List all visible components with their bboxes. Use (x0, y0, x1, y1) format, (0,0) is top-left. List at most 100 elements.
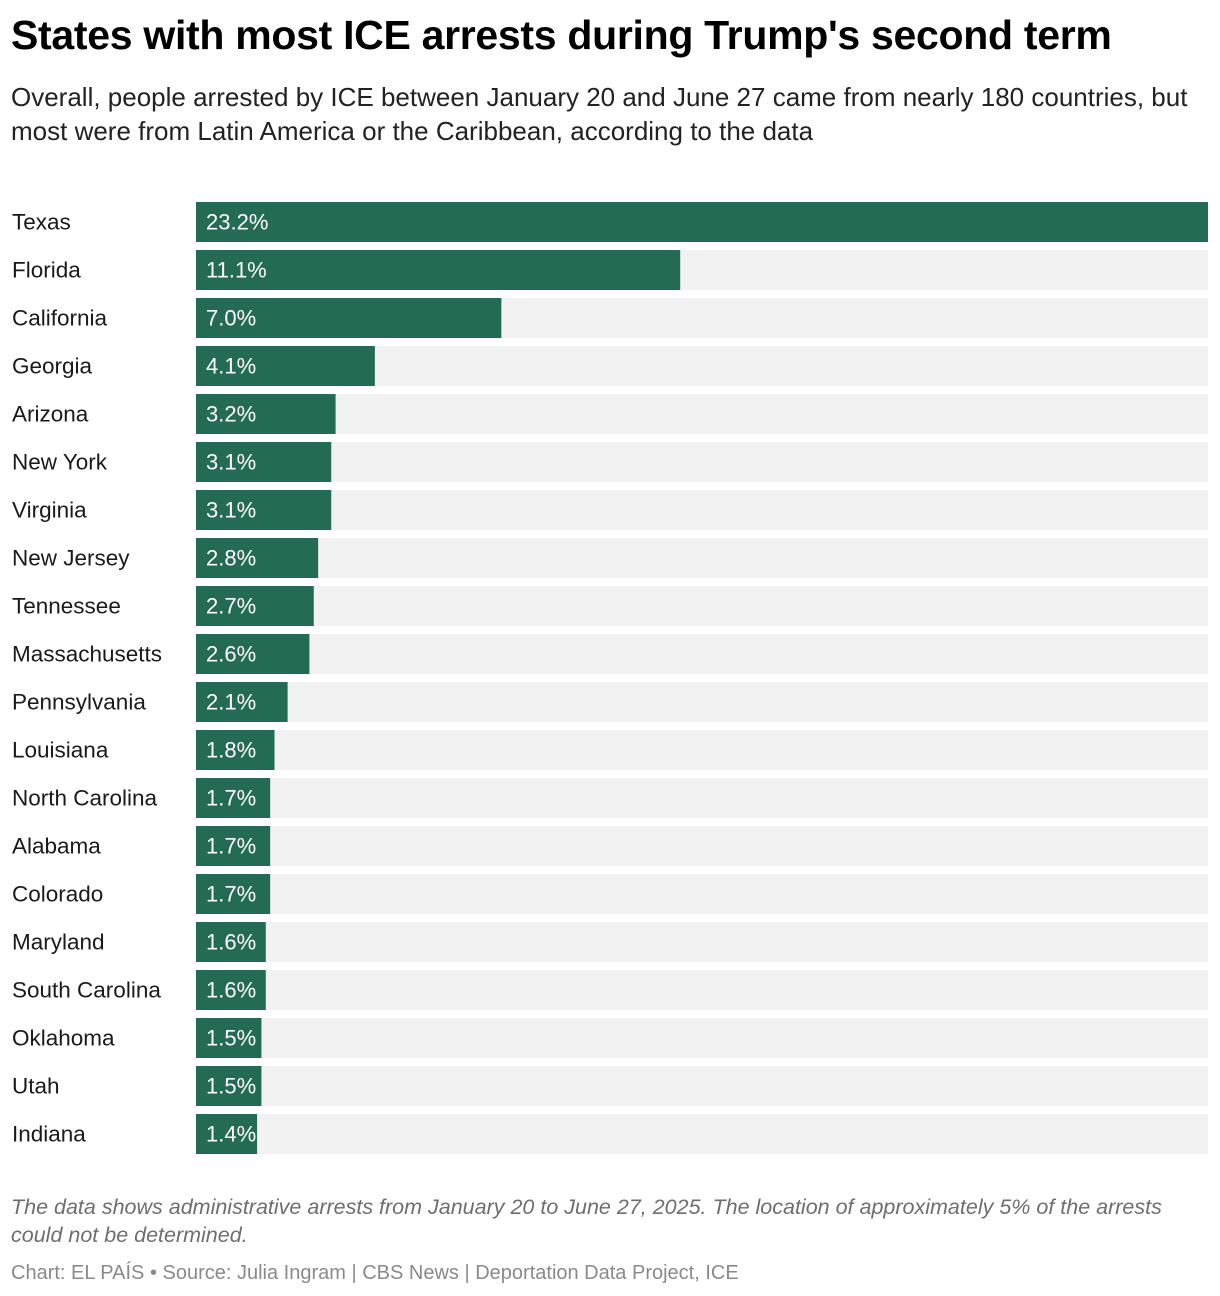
category-label: North Carolina (12, 786, 158, 811)
bar-row-pennsylvania: Pennsylvania 2.1% (12, 682, 1208, 722)
bar-track (196, 1018, 1208, 1058)
bar-track (196, 394, 1208, 434)
value-label: 1.7% (206, 834, 256, 859)
category-label: New Jersey (12, 546, 130, 571)
category-label: Tennessee (12, 594, 121, 619)
value-label: 4.1% (206, 354, 256, 379)
bar-row-virginia: Virginia 3.1% (12, 490, 1208, 530)
bar-row-texas: Texas 23.2% (12, 202, 1208, 242)
value-label: 1.6% (206, 978, 256, 1003)
value-label: 2.8% (206, 546, 256, 571)
value-label: 3.1% (206, 498, 256, 523)
category-label: Louisiana (12, 738, 109, 763)
value-label: 1.8% (206, 738, 256, 763)
bar-new-york (196, 442, 332, 482)
bar-colorado (196, 874, 271, 914)
chart-svg: Texas 23.2% Florida 11.1% California 7.0% Geor… (12, 202, 1208, 1154)
bar-texas (196, 202, 1208, 242)
bar-chart: Texas 23.2% Florida 11.1% California 7.0% Geor… (0, 196, 1220, 1162)
bar-row-south-carolina: South Carolina 1.6% (12, 970, 1208, 1010)
category-label: Florida (12, 258, 81, 283)
bar-massachusetts (196, 634, 310, 674)
value-label: 1.6% (206, 930, 256, 955)
bar-row-louisiana: Louisiana 1.8% (12, 730, 1208, 770)
bar-south-carolina (196, 970, 266, 1010)
bar-track (196, 538, 1208, 578)
bar-row-arizona: Arizona 3.2% (12, 394, 1208, 434)
value-label: 1.5% (206, 1026, 256, 1051)
value-label: 1.5% (206, 1074, 256, 1099)
bar-track (196, 730, 1208, 770)
category-label: New York (12, 450, 108, 475)
bar-row-north-carolina: North Carolina 1.7% (12, 778, 1208, 818)
value-label: 3.1% (206, 450, 256, 475)
bar-row-oklahoma: Oklahoma 1.5% (12, 1018, 1208, 1058)
bar-track (196, 634, 1208, 674)
category-label: Maryland (12, 930, 105, 955)
bar-row-tennessee: Tennessee 2.7% (12, 586, 1208, 626)
bar-pennsylvania (196, 682, 288, 722)
category-label: California (12, 306, 108, 331)
bar-new-jersey (196, 538, 319, 578)
chart-credits: Chart: EL PAÍS • Source: Julia Ingram | … (11, 1262, 739, 1284)
value-label: 1.4% (206, 1122, 256, 1147)
bar-track (196, 1066, 1208, 1106)
bar-row-new-york: New York 3.1% (12, 442, 1208, 482)
bar-track (196, 922, 1208, 962)
bar-utah (196, 1066, 262, 1106)
bar-row-alabama: Alabama 1.7% (12, 826, 1208, 866)
category-label: Pennsylvania (12, 690, 146, 715)
category-label: South Carolina (12, 978, 161, 1003)
category-label: Georgia (12, 354, 93, 379)
bar-indiana (196, 1114, 258, 1154)
bar-maryland (196, 922, 266, 962)
bar-row-california: California 7.0% (12, 298, 1208, 338)
bar-oklahoma (196, 1018, 262, 1058)
category-label: Texas (12, 210, 71, 235)
bar-track (196, 682, 1208, 722)
bar-track (196, 1114, 1208, 1154)
bar-row-maryland: Maryland 1.6% (12, 922, 1208, 962)
bar-track (196, 826, 1208, 866)
value-label: 3.2% (206, 402, 256, 427)
bar-row-florida: Florida 11.1% (12, 250, 1208, 290)
bar-track (196, 586, 1208, 626)
chart-subtitle: Overall, people arrested by ICE between … (11, 82, 1188, 146)
bar-alabama (196, 826, 271, 866)
bar-georgia (196, 346, 375, 386)
bar-virginia (196, 490, 332, 530)
category-label: Utah (12, 1074, 60, 1099)
category-label: Virginia (12, 498, 87, 523)
bar-louisiana (196, 730, 275, 770)
bar-north-carolina (196, 778, 271, 818)
bar-track (196, 490, 1208, 530)
bar-arizona (196, 394, 336, 434)
category-label: Indiana (12, 1122, 86, 1147)
value-label: 2.1% (206, 690, 256, 715)
category-label: Oklahoma (12, 1026, 115, 1051)
bar-tennessee (196, 586, 314, 626)
category-label: Colorado (12, 882, 103, 907)
bar-row-colorado: Colorado 1.7% (12, 874, 1208, 914)
bar-track (196, 970, 1208, 1010)
bar-row-utah: Utah 1.5% (12, 1066, 1208, 1106)
bar-track (196, 874, 1208, 914)
value-label: 1.7% (206, 882, 256, 907)
bar-track (196, 778, 1208, 818)
value-label: 2.6% (206, 642, 256, 667)
value-label: 11.1% (206, 258, 267, 283)
category-label: Massachusetts (12, 642, 162, 667)
bar-row-georgia: Georgia 4.1% (12, 346, 1208, 386)
value-label: 2.7% (206, 594, 256, 619)
chart-notes: The data shows administrative arrests fr… (11, 1195, 1162, 1247)
category-label: Alabama (12, 834, 101, 859)
bar-track (196, 442, 1208, 482)
bar-row-indiana: Indiana 1.4% (12, 1114, 1208, 1154)
value-label: 7.0% (206, 306, 256, 331)
chart-title: States with most ICE arrests during Trum… (11, 12, 1112, 58)
bar-california (196, 298, 502, 338)
value-label: 1.7% (206, 786, 256, 811)
value-label: 23.2% (206, 210, 268, 235)
bar-row-new-jersey: New Jersey 2.8% (12, 538, 1208, 578)
bar-florida (196, 250, 681, 290)
